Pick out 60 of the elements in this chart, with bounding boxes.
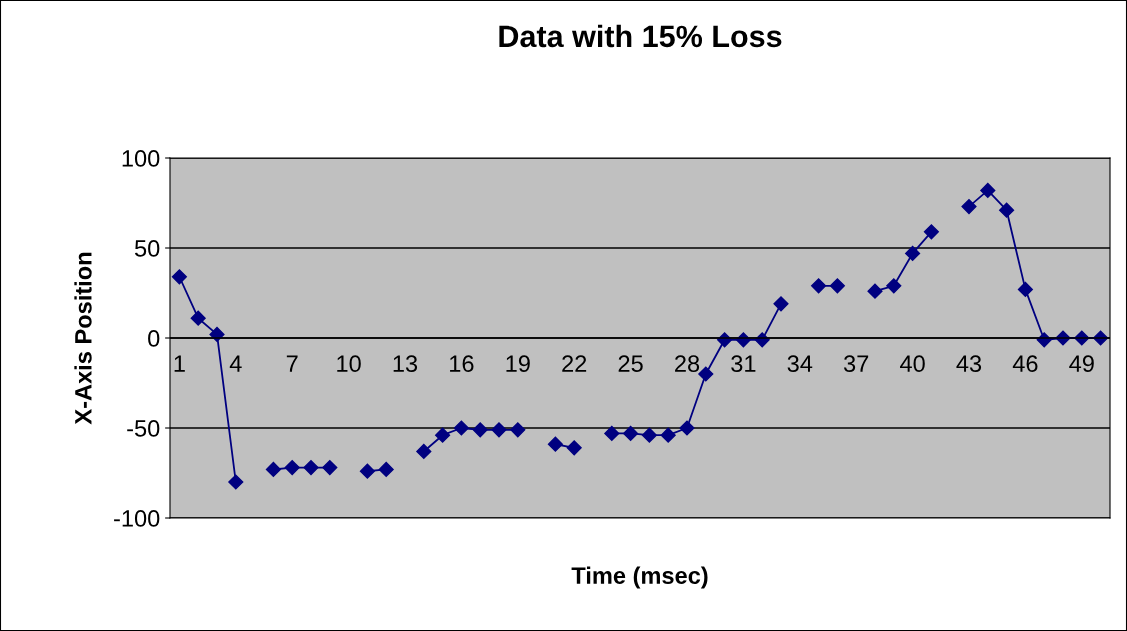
x-tick-label: 22 [562,355,587,372]
x-tick-label: 49 [1069,355,1094,373]
point [472,422,488,438]
point [980,182,996,198]
point [604,425,620,441]
y-tick-label: 100 [122,150,160,167]
y-tick-label: -100 [114,510,160,527]
x-axis-title: Time (msec) [571,566,708,589]
point [999,202,1015,218]
x-tick-label: 37 [843,355,869,373]
point [228,474,244,490]
chart-title: Data with 15% Loss [499,24,782,48]
point [698,366,714,382]
point [322,460,338,476]
x-tick-label: 13 [393,355,418,373]
x-tick-label: 43 [956,355,982,373]
point [171,269,187,285]
point [378,461,394,477]
y-axis-title: X-Axis Position [74,252,92,425]
point [923,224,939,240]
x-tick-label: 16 [450,355,474,373]
point [886,278,902,294]
point [829,278,845,294]
x-tick-label: 1 [174,355,185,372]
point [961,199,977,215]
point [284,460,300,476]
point [209,326,225,342]
x-tick-label: 28 [675,355,700,373]
point [905,245,921,261]
point [641,427,657,443]
point [566,440,582,456]
x-tick-label: 40 [900,355,925,373]
y-tick-label: -50 [127,420,160,437]
point [679,420,695,436]
x-tick-label: 31 [731,355,756,373]
point [510,422,526,438]
point [1017,281,1033,297]
point [773,296,789,312]
x-tick-label: 7 [286,355,298,372]
point [491,422,507,438]
point [623,425,639,441]
y-tick-label: 50 [134,240,160,257]
point [359,463,375,479]
point [190,310,206,326]
point [811,278,827,294]
point [660,427,676,443]
x-tick-label: 46 [1012,355,1038,373]
x-tick-label: 25 [618,355,643,373]
point [265,461,281,477]
point [547,436,563,452]
x-tick-label: 10 [337,355,361,373]
x-tick-label: 34 [787,355,813,373]
point [867,283,883,299]
point [416,443,432,459]
y-tick-label: 0 [148,330,160,347]
point [303,460,319,476]
point [435,427,451,443]
x-tick-label: 4 [229,355,242,372]
x-tick-label: 19 [506,355,530,373]
point [453,420,469,436]
